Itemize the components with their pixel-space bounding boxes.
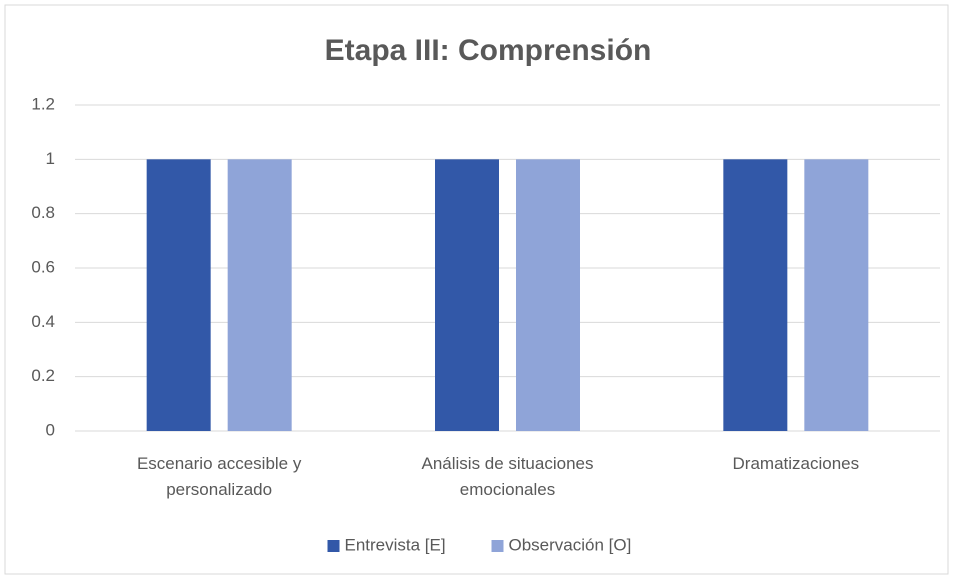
legend-swatch [491,540,504,552]
x-tick-label: Dramatizaciones [732,454,860,473]
legend-swatch [327,540,340,552]
x-tick-label: Análisis de situaciones emocionales [421,454,594,499]
legend-label: Observación [O] [509,535,632,554]
y-tick-label: 0.8 [31,203,55,222]
chart-title: Etapa III: Comprensión [325,34,652,67]
bar [227,159,292,432]
bar [804,159,869,432]
legend-label: Entrevista [E] [345,535,446,554]
y-tick-label: 0 [46,420,55,439]
y-tick-label: 0.2 [31,366,55,385]
y-tick-label: 0.4 [31,312,55,331]
bar [516,159,580,432]
y-tick-label: 1.2 [31,94,55,113]
bar [435,159,499,432]
y-tick-label: 1 [46,149,55,168]
x-tick-label: Escenario accesible y personalizado [136,454,302,499]
bar [146,159,211,432]
y-tick-label: 0.6 [31,257,55,276]
bar [723,159,788,432]
